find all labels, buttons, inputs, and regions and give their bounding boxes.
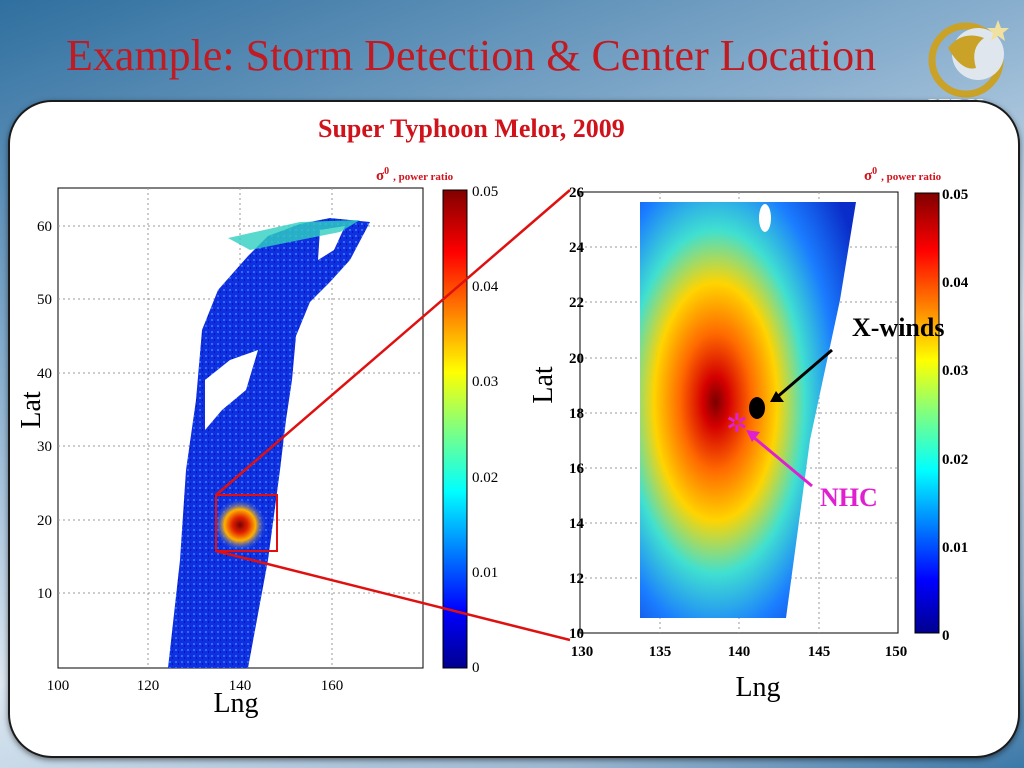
left-cbar-tick: 0.02 — [472, 470, 498, 486]
figure-subtitle: Super Typhoon Melor, 2009 — [318, 114, 625, 143]
right-ytick: 14 — [569, 516, 585, 532]
right-cbar-tick: 0.05 — [942, 187, 968, 203]
zoom-connector-bottom — [215, 549, 571, 642]
right-ytick: 22 — [569, 295, 584, 311]
right-xtick: 135 — [649, 644, 672, 660]
right-cbar-tick: 0.03 — [942, 363, 968, 379]
right-ytick: 16 — [569, 461, 585, 477]
left-cbar-tick: 0.01 — [472, 565, 498, 581]
right-xtick: 130 — [571, 644, 594, 660]
zoom-connector-top — [215, 189, 571, 496]
left-xticks: 100 120 140 160 — [47, 678, 344, 694]
right-colorbar-ticks: 0 0.01 0.02 0.03 0.04 0.05 — [942, 187, 969, 644]
right-xtick: 145 — [808, 644, 831, 660]
right-xtick: 140 — [728, 644, 751, 660]
right-xticks: 130 135 140 145 150 — [571, 644, 908, 660]
left-xtick: 160 — [321, 678, 344, 694]
right-ytick: 20 — [569, 351, 584, 367]
left-ytick: 10 — [37, 586, 52, 602]
right-ylabel: Lat — [528, 366, 559, 404]
nhc-center-marker: ✲ — [726, 409, 748, 438]
xwinds-arrowhead — [770, 391, 784, 402]
left-colorbar — [442, 189, 468, 669]
right-ytick: 12 — [569, 571, 584, 587]
nhc-arrow — [751, 434, 813, 488]
left-swath — [168, 218, 370, 668]
right-cbar-tick: 0.02 — [942, 452, 968, 468]
right-colorbar-label: σ0, power ratio — [864, 166, 942, 184]
right-swath — [640, 202, 856, 618]
xwinds-label: X-winds — [852, 313, 944, 342]
right-ytick: 10 — [569, 626, 584, 642]
right-ytick: 26 — [569, 185, 585, 201]
left-ytick: 30 — [37, 439, 52, 455]
right-cbar-tick: 0.04 — [942, 275, 969, 291]
left-ytick: 40 — [37, 366, 52, 382]
right-white-gap — [759, 204, 771, 232]
left-ylabel: Lat — [16, 391, 47, 429]
left-map: 10 20 30 40 50 60 100 120 140 160 Lng La… — [16, 166, 499, 719]
nhc-arrowhead — [746, 430, 760, 442]
left-cbar-tick: 0.04 — [472, 279, 499, 295]
right-xtick: 150 — [885, 644, 908, 660]
xwinds-center-marker — [749, 397, 765, 419]
left-ytick: 20 — [37, 513, 52, 529]
left-xtick: 100 — [47, 678, 70, 694]
left-yticks: 10 20 30 40 50 60 — [37, 219, 52, 602]
xwinds-arrow — [775, 348, 833, 400]
left-xtick: 140 — [229, 678, 252, 694]
left-land-gap — [205, 350, 258, 430]
right-yticks: 10 12 14 16 18 20 22 24 26 — [569, 185, 585, 642]
left-colorbar-label: σ0, power ratio — [376, 166, 454, 184]
left-storm — [214, 499, 266, 551]
left-xlabel: Lng — [213, 688, 258, 719]
left-cbar-tick: 0.05 — [472, 184, 498, 200]
right-cbar-tick: 0 — [942, 628, 950, 644]
slide-title: Example: Storm Detection & Center Locati… — [66, 31, 877, 80]
left-colorbar-ticks: 0 0.01 0.02 0.03 0.04 0.05 — [472, 184, 499, 676]
right-cbar-tick: 0.01 — [942, 540, 968, 556]
left-ytick: 60 — [37, 219, 52, 235]
left-zoom-box — [215, 494, 278, 552]
left-cbar-tick: 0 — [472, 660, 480, 676]
left-cyan-band — [228, 220, 360, 250]
nhc-label: NHC — [820, 483, 878, 512]
left-cbar-tick: 0.03 — [472, 374, 498, 390]
right-colorbar — [914, 192, 940, 634]
right-ytick: 18 — [569, 406, 584, 422]
right-ytick: 24 — [569, 240, 585, 256]
left-ytick: 50 — [37, 292, 52, 308]
right-map: ✲ 10 12 14 16 18 20 22 24 26 130 135 140… — [528, 166, 969, 703]
left-xtick: 120 — [137, 678, 160, 694]
right-xlabel: Lng — [735, 672, 780, 703]
